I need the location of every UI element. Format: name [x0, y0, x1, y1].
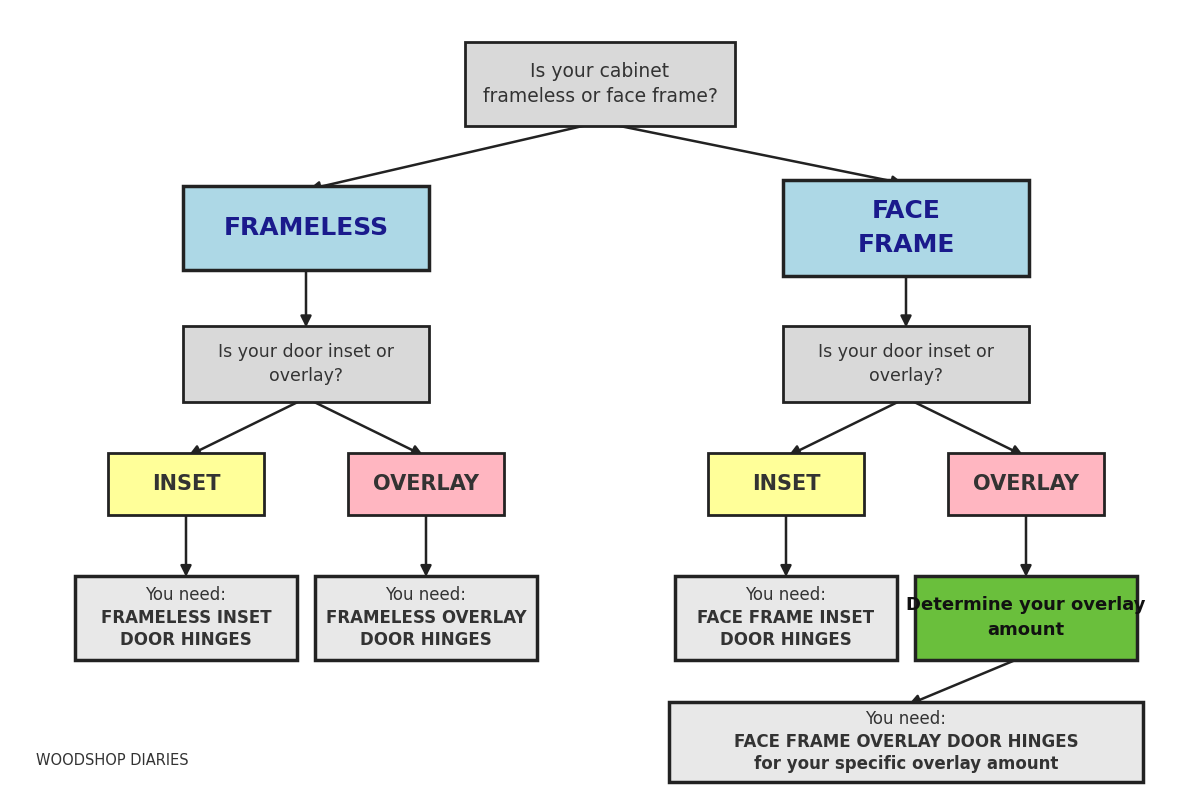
Text: WOODSHOP DIARIES: WOODSHOP DIARIES: [36, 753, 188, 768]
Text: You need:: You need:: [385, 586, 467, 604]
Text: DOOR HINGES: DOOR HINGES: [360, 631, 492, 649]
Text: INSET: INSET: [151, 474, 221, 494]
Text: DOOR HINGES: DOOR HINGES: [120, 631, 252, 649]
Text: INSET: INSET: [751, 474, 821, 494]
FancyBboxPatch shape: [108, 453, 264, 515]
Text: Is your cabinet: Is your cabinet: [530, 62, 670, 81]
FancyBboxPatch shape: [182, 186, 430, 270]
Text: FACE: FACE: [871, 199, 941, 223]
FancyBboxPatch shape: [916, 576, 1138, 659]
FancyBboxPatch shape: [708, 453, 864, 515]
Text: FRAMELESS OVERLAY: FRAMELESS OVERLAY: [325, 609, 527, 626]
Text: Is your door inset or: Is your door inset or: [818, 343, 994, 362]
FancyBboxPatch shape: [674, 576, 898, 659]
FancyBboxPatch shape: [74, 576, 298, 659]
Text: FACE FRAME INSET: FACE FRAME INSET: [697, 609, 875, 626]
FancyBboxPatch shape: [348, 453, 504, 515]
FancyBboxPatch shape: [784, 180, 1030, 276]
Text: FRAMELESS INSET: FRAMELESS INSET: [101, 609, 271, 626]
Text: overlay?: overlay?: [869, 366, 943, 385]
Text: OVERLAY: OVERLAY: [973, 474, 1079, 494]
Text: Is your door inset or: Is your door inset or: [218, 343, 394, 362]
Text: You need:: You need:: [865, 710, 947, 728]
FancyBboxPatch shape: [784, 326, 1030, 402]
Text: for your specific overlay amount: for your specific overlay amount: [754, 755, 1058, 773]
Text: frameless or face frame?: frameless or face frame?: [482, 87, 718, 106]
Text: FRAMELESS: FRAMELESS: [223, 216, 389, 240]
Text: OVERLAY: OVERLAY: [373, 474, 479, 494]
Text: FACE FRAME OVERLAY DOOR HINGES: FACE FRAME OVERLAY DOOR HINGES: [733, 733, 1079, 750]
Text: You need:: You need:: [745, 586, 827, 604]
FancyBboxPatch shape: [182, 326, 430, 402]
FancyBboxPatch shape: [670, 702, 1142, 782]
Text: FRAME: FRAME: [857, 233, 955, 257]
FancyBboxPatch shape: [314, 576, 538, 659]
Text: overlay?: overlay?: [269, 366, 343, 385]
Text: You need:: You need:: [145, 586, 227, 604]
FancyBboxPatch shape: [466, 42, 734, 126]
FancyBboxPatch shape: [948, 453, 1104, 515]
Text: Determine your overlay: Determine your overlay: [906, 597, 1146, 614]
Text: DOOR HINGES: DOOR HINGES: [720, 631, 852, 649]
Text: amount: amount: [988, 621, 1064, 638]
